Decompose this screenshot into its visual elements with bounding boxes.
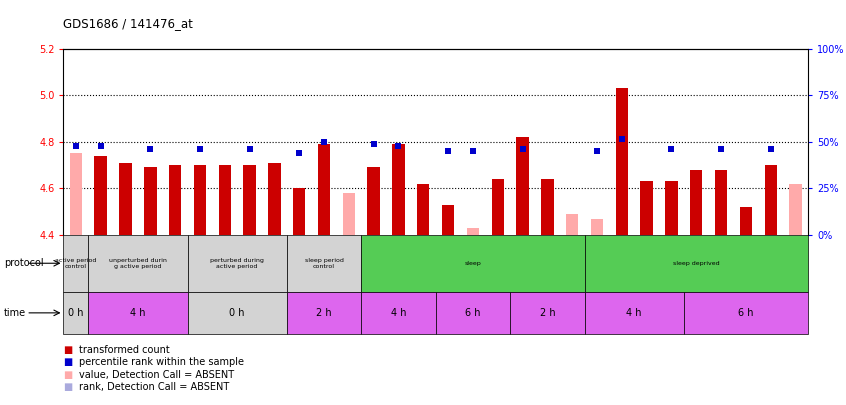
Bar [268,163,281,235]
Text: unperturbed durin
g active period: unperturbed durin g active period [109,258,167,269]
Bar [566,214,579,235]
Bar [467,228,479,235]
Bar [436,292,510,334]
Text: ■: ■ [63,358,73,367]
Text: percentile rank within the sample: percentile rank within the sample [79,358,244,367]
Bar [287,235,361,292]
Text: 4 h: 4 h [391,308,406,318]
Bar [318,144,330,235]
Text: sleep deprived: sleep deprived [673,261,720,266]
Bar [516,137,529,235]
Text: ■: ■ [63,382,73,392]
Text: 6 h: 6 h [465,308,481,318]
Bar [739,207,752,235]
Bar [244,165,255,235]
Bar [169,165,181,235]
Text: 2 h: 2 h [540,308,555,318]
Text: 0 h: 0 h [229,308,244,318]
Bar [492,179,504,235]
Text: GDS1686 / 141476_at: GDS1686 / 141476_at [63,17,194,30]
Bar [88,292,188,334]
Bar [585,235,808,292]
Text: rank, Detection Call = ABSENT: rank, Detection Call = ABSENT [79,382,229,392]
Text: protocol: protocol [4,258,44,268]
Text: 6 h: 6 h [739,308,754,318]
Text: 0 h: 0 h [69,308,84,318]
Bar [188,235,287,292]
Bar [88,235,188,292]
Bar [293,188,305,235]
Text: 4 h: 4 h [627,308,642,318]
Bar [63,235,88,292]
Bar [194,165,206,235]
Text: ■: ■ [63,370,73,379]
Text: sleep: sleep [464,261,481,266]
Bar [715,170,728,235]
Bar [69,153,82,235]
Text: ■: ■ [63,345,73,355]
Bar [765,165,777,235]
Bar [442,205,454,235]
Bar [95,156,107,235]
Text: 2 h: 2 h [316,308,332,318]
Bar [119,163,132,235]
Bar [361,235,585,292]
Bar [541,179,553,235]
Bar [789,184,802,235]
Bar [585,292,684,334]
Bar [640,181,653,235]
Text: time: time [4,308,26,318]
Bar [690,170,702,235]
Text: transformed count: transformed count [79,345,169,355]
Bar [510,292,585,334]
Bar [393,144,404,235]
Bar [287,292,361,334]
Bar [361,292,436,334]
Text: perturbed during
active period: perturbed during active period [210,258,264,269]
Bar [591,219,603,235]
Text: 4 h: 4 h [130,308,146,318]
Text: active period
control: active period control [55,258,96,269]
Text: value, Detection Call = ABSENT: value, Detection Call = ABSENT [79,370,233,379]
Bar [616,88,628,235]
Text: sleep period
control: sleep period control [305,258,343,269]
Bar [684,292,808,334]
Bar [417,184,430,235]
Bar [218,165,231,235]
Bar [63,292,88,334]
Bar [367,167,380,235]
Bar [188,292,287,334]
Bar [144,167,157,235]
Bar [665,181,678,235]
Bar [343,193,355,235]
